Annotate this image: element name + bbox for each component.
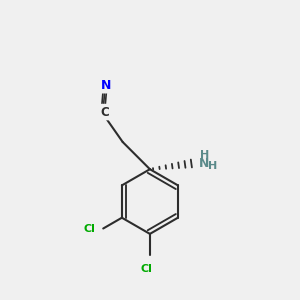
Text: H: H	[208, 161, 217, 171]
Text: H: H	[200, 150, 209, 160]
Text: C: C	[101, 106, 110, 118]
Text: N: N	[198, 157, 209, 169]
Text: Cl: Cl	[140, 264, 152, 274]
Text: Cl: Cl	[83, 224, 95, 233]
Text: N: N	[101, 79, 112, 92]
